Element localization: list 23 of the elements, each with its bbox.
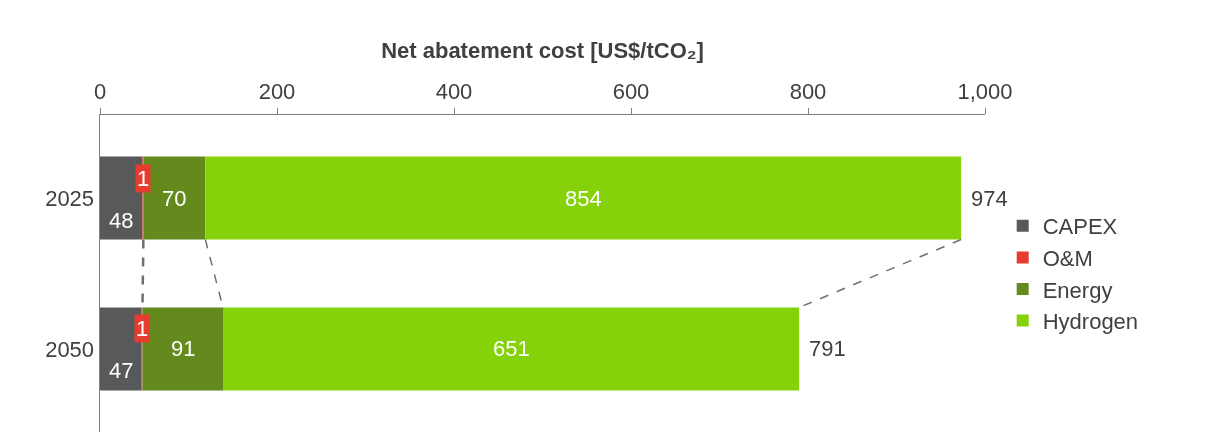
total-label: 791 bbox=[809, 336, 846, 361]
x-tick-label: 1,000 bbox=[957, 78, 1013, 104]
y-tick-label: 2050 bbox=[45, 336, 95, 362]
data-label: 1 bbox=[137, 166, 150, 191]
legend-label: CAPEX bbox=[1042, 214, 1118, 240]
data-label: 854 bbox=[565, 186, 602, 211]
legend-label: Energy bbox=[1042, 277, 1113, 303]
legend-label: O&M bbox=[1042, 245, 1093, 271]
x-tick-label: 800 bbox=[789, 78, 827, 104]
x-tick-label: 200 bbox=[258, 78, 296, 104]
x-tick-label: 0 bbox=[93, 78, 107, 104]
x-axis-title: Net abatement cost [US$/tCO₂] bbox=[381, 37, 704, 63]
data-label: 47 bbox=[109, 358, 134, 383]
x-tick-label: 400 bbox=[435, 78, 473, 104]
legend-label: Hydrogen bbox=[1042, 309, 1139, 335]
x-tick-label: 600 bbox=[612, 78, 650, 104]
data-label: 70 bbox=[162, 186, 187, 211]
data-label: 651 bbox=[493, 336, 530, 361]
total-label: 974 bbox=[971, 186, 1008, 211]
data-label: 1 bbox=[136, 316, 149, 341]
data-label: 91 bbox=[171, 336, 196, 361]
y-tick-label: 2025 bbox=[45, 185, 95, 211]
data-label: 48 bbox=[109, 208, 134, 233]
